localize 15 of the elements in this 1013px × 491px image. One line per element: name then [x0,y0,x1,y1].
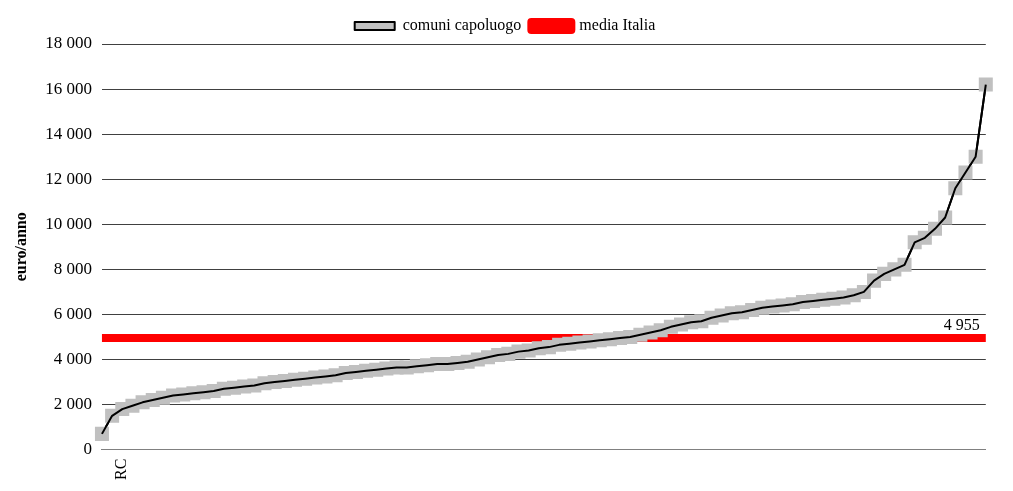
legend-label: media Italia [579,16,656,34]
legend-label: comuni capoluogo [402,16,522,35]
y-tick-label: 16 000 [45,78,92,98]
y-tick-label: 10 000 [45,213,92,233]
data-label: 4 955 [943,316,980,334]
y-tick-label: 6 000 [53,303,92,323]
y-tick-label: 12 000 [45,168,92,188]
y-tick-label: 8 000 [53,258,92,278]
x-tick-label: RC [112,458,130,480]
y-tick-label: 2 000 [53,394,92,414]
y-axis-title: euro/anno [11,212,29,282]
y-tick-label: 14 000 [45,123,92,143]
y-tick-label: 4 000 [53,348,92,368]
y-tick-label: 0 [83,439,92,459]
y-tick-label: 18 000 [45,33,92,53]
